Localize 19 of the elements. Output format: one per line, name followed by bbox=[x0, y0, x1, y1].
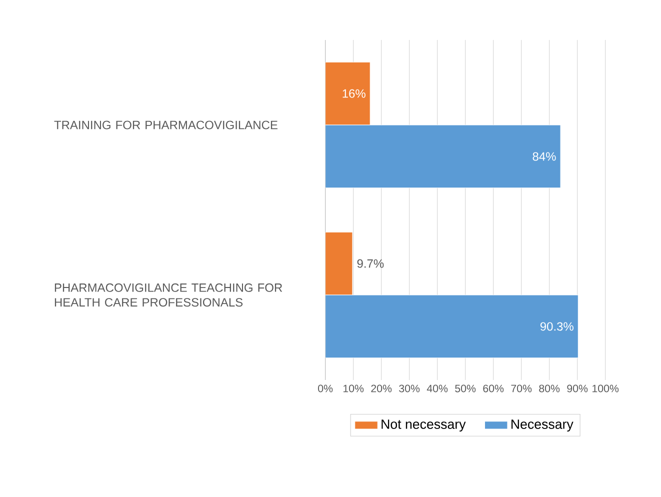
x-tick-label: 30% bbox=[399, 384, 420, 392]
x-tick-label: 20% bbox=[371, 384, 392, 392]
data-label: 84% bbox=[532, 152, 556, 161]
x-tick-label: 80% bbox=[539, 384, 560, 392]
data-label: 9.7% bbox=[357, 259, 384, 268]
x-tick-label: 60% bbox=[483, 384, 504, 392]
x-tick-label: 90% bbox=[567, 384, 588, 392]
x-tick-label: 50% bbox=[455, 384, 476, 392]
x-tick-label: 40% bbox=[426, 384, 448, 392]
x-tick-label: 100% bbox=[592, 384, 619, 392]
x-tick-label: 0% bbox=[318, 384, 333, 392]
data-label: 90.3% bbox=[540, 322, 574, 331]
y-tick-label: TRAINING FOR PHARMACOVIGILANCE bbox=[54, 120, 278, 130]
x-tick-label: 70% bbox=[511, 384, 532, 392]
legend-label: Necessary bbox=[512, 420, 574, 432]
legend-label: Not necessary bbox=[382, 420, 466, 432]
data-label: 16% bbox=[342, 89, 366, 98]
y-tick-label: PHARMACOVIGILANCE TEACHING FOR HEALTH CARE PROFESSIONALS bbox=[54, 283, 282, 307]
x-tick-label: 10% bbox=[343, 384, 364, 392]
